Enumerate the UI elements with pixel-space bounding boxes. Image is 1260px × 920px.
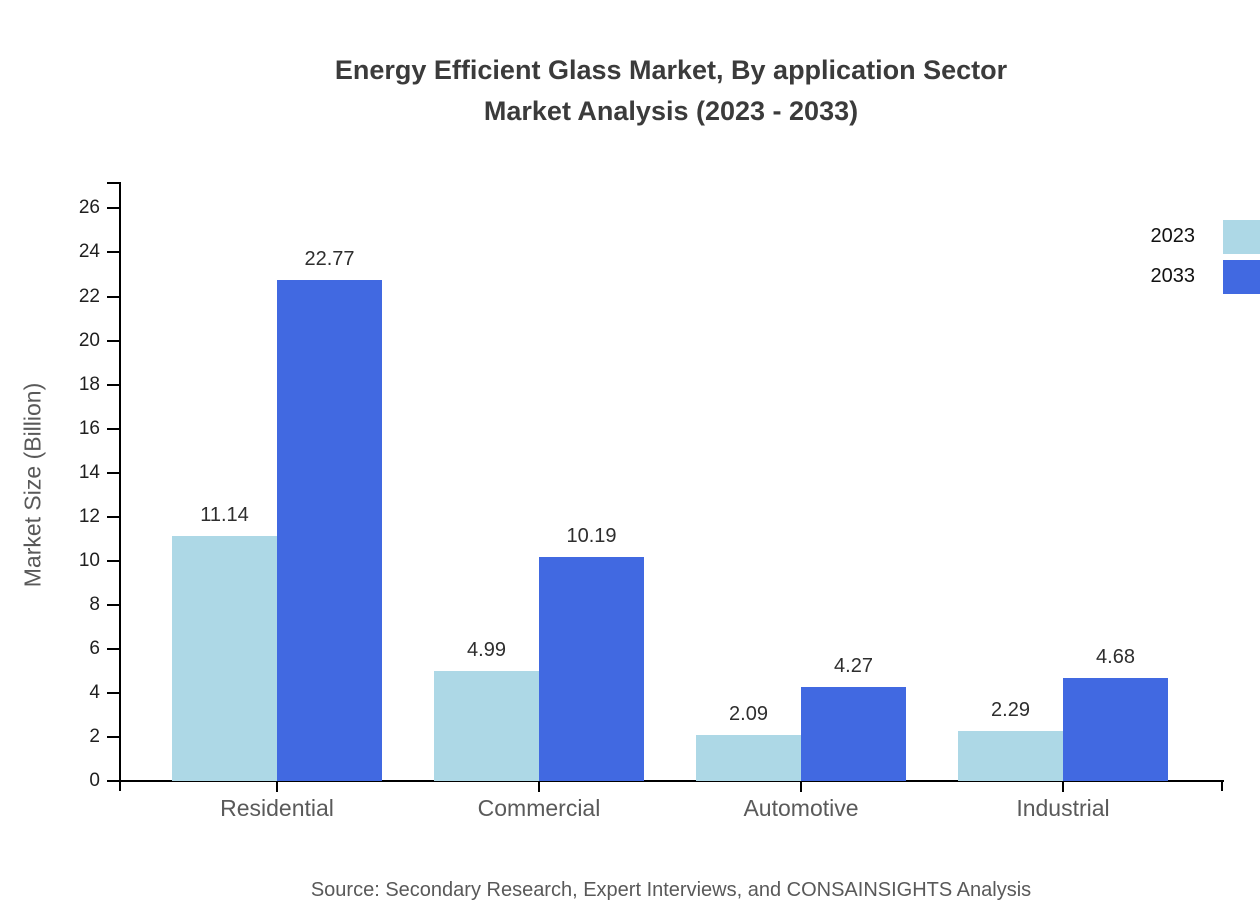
y-tick [107,559,119,562]
y-tick-label: 16 [78,417,100,439]
value-label-2023-commercial: 4.99 [467,639,506,662]
x-tick-automotive [800,782,802,792]
bar-2023-automotive [696,734,801,781]
x-axis-end-cap [1221,780,1223,791]
y-tick [107,780,119,782]
y-tick-label: 8 [89,593,100,615]
y-tick-label: 12 [78,505,100,527]
bar-2023-residential [172,535,277,781]
y-tick [107,295,119,298]
category-label-automotive: Automotive [743,795,859,821]
y-tick [107,427,119,430]
source-note: Source: Secondary Research, Expert Inter… [310,879,1032,901]
y-tick-label: 2 [89,725,100,747]
category-label-industrial: Industrial [1016,795,1110,821]
y-tick [107,735,119,738]
y-tick [107,383,119,386]
value-label-2023-residential: 11.14 [200,503,249,526]
y-tick [107,691,119,694]
bar-2033-residential [277,279,382,781]
y-tick [107,339,119,342]
bar-2023-commercial [434,671,539,781]
x-tick-residential [276,782,278,792]
y-tick [107,515,119,518]
chart-title-line2: Market Analysis (2023 - 2033) [483,96,859,126]
x-tick-commercial [538,782,540,792]
bar-2033-industrial [1063,677,1168,781]
y-tick-label: 18 [78,373,100,395]
x-axis-line [119,780,1224,782]
y-tick-label: 4 [89,681,100,703]
category-label-commercial: Commercial [477,795,601,821]
bar-2033-automotive [801,686,906,781]
legend-label-2033: 2033 [1150,265,1196,287]
y-tick [107,647,119,650]
value-label-2033-automotive: 4.27 [834,654,873,677]
y-tick-label: 24 [78,241,100,263]
bar-2023-industrial [958,730,1063,781]
bar-2033-commercial [539,556,644,781]
category-label-residential: Residential [220,795,334,821]
x-tick-industrial [1062,782,1064,792]
chart-title: Energy Efficient Glass Market, By applic… [120,50,1222,132]
value-label-2023-industrial: 2.29 [991,698,1030,721]
chart-title-line1: Energy Efficient Glass Market, By applic… [334,55,1008,85]
legend-swatch-2033 [1223,260,1260,294]
y-axis-line [119,182,121,791]
y-tick [107,251,119,254]
y-tick-label: 26 [78,197,100,219]
y-axis-end-cap [107,182,121,184]
value-label-2033-residential: 22.77 [304,247,355,270]
y-tick [107,207,119,210]
y-tick [107,603,119,606]
y-tick-label: 20 [78,329,100,351]
y-tick [107,471,119,474]
value-label-2023-automotive: 2.09 [729,702,768,725]
value-label-2033-commercial: 10.19 [566,524,617,547]
y-tick-label: 14 [78,461,100,483]
y-tick-label: 0 [89,770,100,791]
y-tick-label: 22 [78,285,100,307]
legend-label-2023: 2023 [1150,225,1196,247]
value-label-2033-industrial: 4.68 [1096,645,1135,668]
y-tick-label: 10 [78,549,100,571]
y-tick-label: 6 [89,637,100,659]
legend-swatch-2023 [1223,220,1260,254]
